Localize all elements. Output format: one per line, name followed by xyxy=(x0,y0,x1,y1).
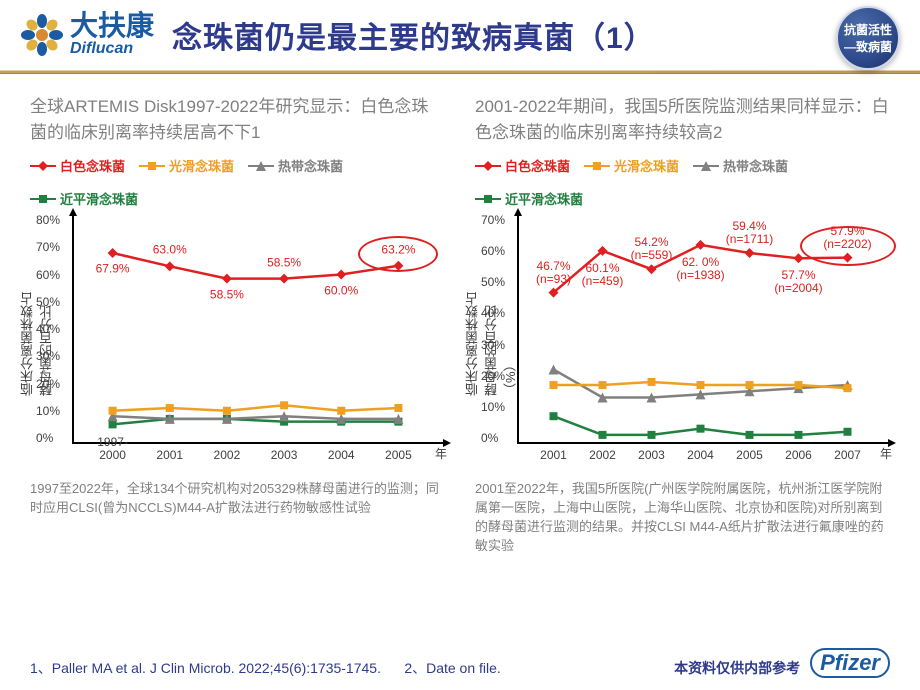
x-tick: 2005 xyxy=(385,449,412,462)
left-plot: 0%10%20%30%40%50%60%70%80%1997-200020012… xyxy=(72,214,445,444)
data-label: 54.2%(n=559) xyxy=(631,236,673,262)
data-label: 58.5% xyxy=(210,288,244,301)
x-tick: 2007 xyxy=(834,449,861,462)
y-tick: 20% xyxy=(36,377,60,391)
y-tick: 70% xyxy=(36,240,60,254)
pfizer-logo: Pfizer xyxy=(810,648,890,678)
legend-item: 光滑念珠菌 xyxy=(139,156,234,175)
y-tick: 0% xyxy=(481,431,498,445)
x-tick: 2003 xyxy=(638,449,665,462)
legend-item: 光滑念珠菌 xyxy=(584,156,679,175)
y-tick: 40% xyxy=(481,306,505,320)
left-chart: 临床分离菌株数占酵母菌的百分比 0%10%20%30%40%50%60%70%8… xyxy=(30,214,445,474)
data-label: 57.7%(n=2004) xyxy=(774,269,822,295)
data-label: 60.1%(n=459) xyxy=(582,262,624,288)
data-label: 46.7%(n=93) xyxy=(536,259,571,285)
data-label: 58.5% xyxy=(267,256,301,269)
x-tick: 2001 xyxy=(156,449,183,462)
highlight-ellipse xyxy=(358,236,438,272)
right-footnote: 2001至2022年，我国5所医院(广州医学院附属医院，杭州浙江医学院附属第一医… xyxy=(475,480,890,555)
x-tick: 2004 xyxy=(687,449,714,462)
brand-en: Diflucan xyxy=(70,40,154,58)
y-tick: 30% xyxy=(481,338,505,352)
legend-item: 近平滑念珠菌 xyxy=(30,189,138,208)
x-label: 年 xyxy=(435,445,447,462)
y-tick: 10% xyxy=(36,404,60,418)
y-tick: 60% xyxy=(481,244,505,258)
y-tick: 30% xyxy=(36,349,60,363)
brand-cn: 大扶康 xyxy=(70,12,154,40)
y-tick: 50% xyxy=(36,295,60,309)
left-footnote: 1997至2022年，全球134个研究机构对205329株酵母菌进行的监测；同时… xyxy=(30,480,445,518)
x-tick: 2002 xyxy=(589,449,616,462)
y-tick: 20% xyxy=(481,369,505,383)
legend-item: 白色念珠菌 xyxy=(30,156,125,175)
left-panel: 全球ARTEMIS Disk1997-2022年研究显示：白色念珠菌的临床别离率… xyxy=(30,94,445,555)
badge-line2: —致病菌 xyxy=(844,38,892,55)
data-label: 67.9% xyxy=(96,262,130,275)
x-tick: 2001 xyxy=(540,449,567,462)
header: 大扶康 Diflucan 念珠菌仍是最主要的致病真菌（1） 抗菌活性 —致病菌 xyxy=(0,0,920,70)
x-tick: 2003 xyxy=(271,449,298,462)
y-tick: 80% xyxy=(36,213,60,227)
data-label: 63.0% xyxy=(153,244,187,257)
flower-icon xyxy=(20,13,64,57)
legend-item: 热带念珠菌 xyxy=(248,156,343,175)
y-tick: 40% xyxy=(36,322,60,336)
footer: 1、Paller MA et al. J Clin Microb. 2022;4… xyxy=(0,648,920,678)
right-heading: 2001-2022年期间，我国5所医院监测结果同样显示：白色念珠菌的临床别离率持… xyxy=(475,94,890,146)
ref2: 2、Date on file. xyxy=(404,660,501,676)
x-tick: 2006 xyxy=(785,449,812,462)
y-tick: 10% xyxy=(481,400,505,414)
category-badge: 抗菌活性 —致病菌 xyxy=(836,6,900,70)
y-tick: 60% xyxy=(36,268,60,282)
legend-item: 热带念珠菌 xyxy=(693,156,788,175)
y-tick: 50% xyxy=(481,275,505,289)
data-label: 62. 0%(n=1938) xyxy=(676,256,724,282)
x-tick: 2005 xyxy=(736,449,763,462)
x-label: 年 xyxy=(880,445,892,462)
content: 全球ARTEMIS Disk1997-2022年研究显示：白色念珠菌的临床别离率… xyxy=(0,74,920,555)
data-label: 60.0% xyxy=(324,284,358,297)
x-tick: 1997-2000 xyxy=(97,436,128,462)
left-heading: 全球ARTEMIS Disk1997-2022年研究显示：白色念珠菌的临床别离率… xyxy=(30,94,445,146)
page-title: 念珠菌仍是最主要的致病真菌（1） xyxy=(172,13,655,57)
brand-logo: 大扶康 Diflucan xyxy=(20,12,154,58)
badge-line1: 抗菌活性 xyxy=(844,21,892,38)
x-tick: 2004 xyxy=(328,449,355,462)
ref1: 1、Paller MA et al. J Clin Microb. 2022;4… xyxy=(30,660,381,676)
y-tick: 70% xyxy=(481,213,505,227)
left-legend: 白色念珠菌光滑念珠菌热带念珠菌近平滑念珠菌 xyxy=(30,156,445,208)
legend-item: 近平滑念珠菌 xyxy=(475,189,583,208)
x-tick: 2002 xyxy=(214,449,241,462)
data-label: 59.4%(n=1711) xyxy=(726,220,773,246)
right-legend: 白色念珠菌光滑念珠菌热带念珠菌近平滑念珠菌 xyxy=(475,156,890,208)
highlight-ellipse xyxy=(800,226,896,266)
right-plot: 0%10%20%30%40%50%60%70%20012002200320042… xyxy=(517,214,890,444)
legend-item: 白色念珠菌 xyxy=(475,156,570,175)
references: 1、Paller MA et al. J Clin Microb. 2022;4… xyxy=(30,658,674,678)
internal-note: 本资料仅供内部参考 xyxy=(674,658,800,678)
right-chart: 临床分离菌株数占酵母菌的百分比（%） 0%10%20%30%40%50%60%7… xyxy=(475,214,890,474)
right-panel: 2001-2022年期间，我国5所医院监测结果同样显示：白色念珠菌的临床别离率持… xyxy=(475,94,890,555)
y-tick: 0% xyxy=(36,431,53,445)
